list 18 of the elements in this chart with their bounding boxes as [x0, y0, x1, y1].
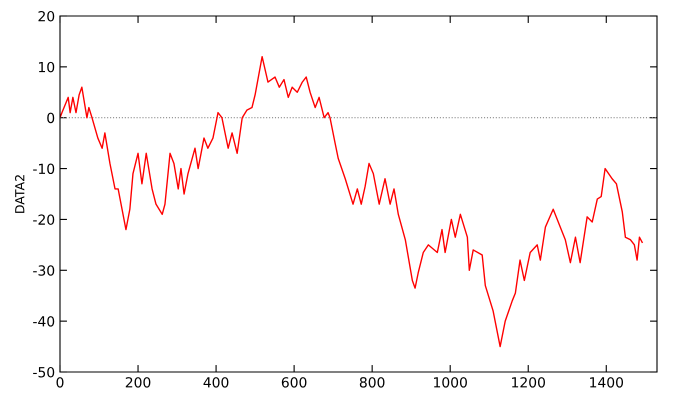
x-tick-label: 1000 — [434, 377, 467, 388]
y-tick-label: 10 — [38, 62, 54, 72]
x-tick-label: 600 — [282, 377, 306, 388]
x-tick-label: 0 — [56, 377, 64, 388]
x-tick-label: 1200 — [512, 377, 545, 388]
y-tick-label: -10 — [33, 164, 54, 174]
y-tick-label: -40 — [33, 316, 54, 327]
y-tick-label: 0 — [47, 112, 54, 124]
y-tick-label: -30 — [33, 265, 54, 276]
y-axis-title: DATA2 — [15, 175, 24, 213]
y-tick-label: -20 — [33, 214, 54, 225]
x-tick-label: 400 — [204, 377, 228, 388]
x-tick-label: 200 — [126, 377, 150, 388]
line-series — [60, 56, 643, 348]
y-tick-label: -50 — [33, 366, 54, 378]
x-tick-label: 800 — [360, 377, 384, 388]
y-tick-label: 20 — [38, 10, 54, 22]
x-tick-label: 1400 — [590, 377, 624, 388]
